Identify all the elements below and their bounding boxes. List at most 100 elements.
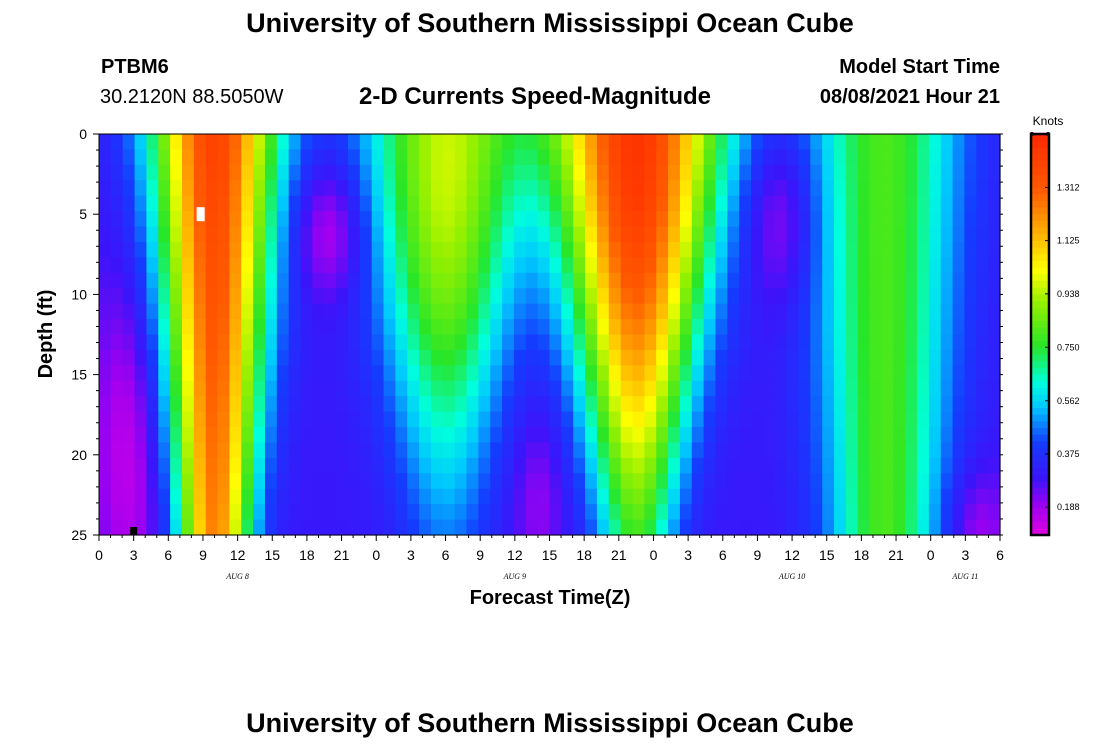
x-tick-label: 15 (264, 547, 280, 563)
heatmap-cell (573, 257, 586, 274)
heatmap-cell (205, 427, 219, 444)
heatmap-cell (205, 164, 219, 181)
heatmap-cell (336, 473, 349, 490)
x-tick-label: 0 (650, 547, 658, 563)
heatmap-cell (656, 442, 669, 459)
heatmap-cell (229, 195, 242, 212)
heatmap-cell (727, 380, 740, 397)
heatmap-cell (502, 319, 515, 336)
heatmap-cell (407, 334, 420, 351)
heatmap-cell (668, 427, 681, 444)
heatmap-cell (644, 241, 657, 258)
heatmap-cell (110, 226, 124, 243)
heatmap-cell (395, 488, 408, 505)
heatmap-cell (679, 288, 693, 305)
heatmap-cell (134, 380, 148, 397)
heatmap-cell (193, 134, 207, 151)
heatmap-cell (170, 473, 183, 490)
heatmap-cell (549, 457, 562, 474)
heatmap-cell (786, 180, 800, 197)
heatmap-cell (490, 442, 503, 459)
heatmap-cell (241, 211, 254, 228)
heatmap-cell (229, 457, 242, 474)
heatmap-cell (573, 211, 586, 228)
heatmap-cell (727, 473, 740, 490)
heatmap-cell (549, 442, 562, 459)
heatmap-cell (739, 442, 752, 459)
heatmap-cell (703, 349, 717, 366)
heatmap-cell (976, 134, 989, 151)
heatmap-cell (893, 457, 906, 474)
heatmap-cell (561, 288, 574, 305)
heatmap-cell (952, 288, 966, 305)
heatmap-cell (644, 226, 657, 243)
heatmap-cell (478, 365, 491, 382)
heatmap-cell (502, 288, 515, 305)
heatmap-cell (383, 488, 396, 505)
heatmap-cell (976, 303, 989, 320)
heatmap-cell (786, 303, 800, 320)
heatmap-cell (312, 334, 325, 351)
heatmap-cell (905, 411, 918, 428)
heatmap-cell (407, 442, 420, 459)
heatmap-cell (679, 149, 693, 166)
heatmap-cell (99, 288, 112, 305)
heatmap-cell (537, 349, 551, 366)
heatmap-cell (383, 504, 396, 521)
heatmap-cell (644, 365, 657, 382)
heatmap-cell (454, 211, 468, 228)
heatmap-cell (181, 226, 195, 243)
x-tick-label: 0 (95, 547, 103, 563)
heatmap-cell (181, 180, 195, 197)
heatmap-cell (478, 319, 491, 336)
heatmap-cell (371, 334, 385, 351)
heatmap-cell (442, 504, 456, 521)
heatmap-cell (170, 226, 183, 243)
heatmap-cell (596, 195, 610, 212)
heatmap-cell (205, 442, 219, 459)
heatmap-cell (976, 349, 989, 366)
heatmap-cell (620, 288, 634, 305)
heatmap-cell (241, 411, 254, 428)
heatmap-cell (679, 457, 693, 474)
heatmap-cell (857, 211, 871, 228)
heatmap-cell (834, 272, 847, 289)
heatmap-cell (976, 365, 989, 382)
heatmap-cell (110, 319, 124, 336)
heatmap-cell (573, 164, 586, 181)
heatmap-cell (585, 257, 598, 274)
heatmap-cell (513, 365, 527, 382)
heatmap-cell (798, 411, 811, 428)
heatmap-cell (158, 272, 171, 289)
heatmap-cell (99, 303, 112, 320)
x-tick-label: 15 (819, 547, 835, 563)
heatmap-cell (419, 180, 432, 197)
heatmap-cell (193, 226, 207, 243)
heatmap-cell (217, 473, 231, 490)
heatmap-cell (549, 334, 562, 351)
heatmap-cell (656, 365, 669, 382)
heatmap-cell (620, 180, 634, 197)
model-start-value: 08/08/2021 Hour 21 (819, 86, 1000, 108)
heatmap-cell (727, 134, 740, 151)
heatmap-cell (336, 349, 349, 366)
heatmap-cell (834, 411, 847, 428)
heatmap-cell (158, 226, 171, 243)
heatmap-cell (502, 411, 515, 428)
heatmap-cell (703, 180, 717, 197)
heatmap-cell (181, 349, 195, 366)
heatmap-cell (478, 488, 491, 505)
heatmap-cell (122, 396, 136, 413)
colorbar-segment (1031, 401, 1049, 409)
heatmap-cell (751, 149, 764, 166)
heatmap-cell (193, 380, 207, 397)
heatmap-cell (229, 272, 242, 289)
x-tick-label: 18 (576, 547, 592, 563)
heatmap-cell (205, 411, 219, 428)
heatmap-cell (122, 334, 136, 351)
heatmap-cell (786, 442, 800, 459)
heatmap-cell (703, 488, 717, 505)
heatmap-cell (336, 334, 349, 351)
colorbar-segment (1031, 194, 1049, 202)
colorbar-tick-label: 1.312 (1057, 182, 1080, 192)
